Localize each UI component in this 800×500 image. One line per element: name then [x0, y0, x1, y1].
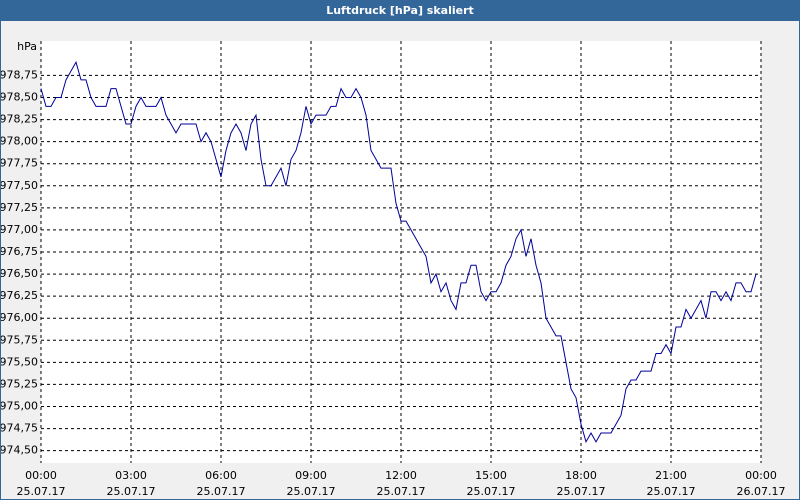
- x-tick-label: 21:00: [655, 469, 687, 482]
- y-tick-label: 978,25: [1, 113, 38, 126]
- y-tick-label: 978,00: [1, 135, 38, 148]
- x-tick-date: 25.07.17: [467, 485, 516, 498]
- chart-title: Luftdruck [hPa] skaliert: [1, 1, 799, 21]
- x-tick-date: 25.07.17: [107, 485, 156, 498]
- y-tick-label: 978,75: [1, 68, 38, 81]
- y-tick-label: 976,50: [1, 267, 38, 280]
- y-tick-label: 975,50: [1, 355, 38, 368]
- y-tick-label: 977,50: [1, 179, 38, 192]
- x-tick-label: 18:00: [565, 469, 597, 482]
- y-tick-label: 974,50: [1, 444, 38, 457]
- x-tick-label: 12:00: [385, 469, 417, 482]
- x-tick-date: 25.07.17: [17, 485, 66, 498]
- x-tick-date: 25.07.17: [647, 485, 696, 498]
- y-tick-label: 977,25: [1, 201, 38, 214]
- y-tick-label: 975,25: [1, 377, 38, 390]
- x-tick-date: 26.07.17: [737, 485, 786, 498]
- x-tick-label: 00:00: [25, 469, 57, 482]
- y-axis-label: hPa: [17, 40, 37, 53]
- x-tick-date: 25.07.17: [197, 485, 246, 498]
- y-tick-label: 974,75: [1, 422, 38, 435]
- x-tick-label: 03:00: [115, 469, 147, 482]
- y-tick-label: 975,75: [1, 333, 38, 346]
- x-tick-date: 25.07.17: [287, 485, 336, 498]
- y-tick-label: 975,00: [1, 399, 38, 412]
- x-tick-date: 25.07.17: [377, 485, 426, 498]
- y-tick-label: 977,75: [1, 157, 38, 170]
- y-tick-label: 978,50: [1, 91, 38, 104]
- x-tick-label: 15:00: [475, 469, 507, 482]
- y-tick-label: 976,75: [1, 245, 38, 258]
- y-tick-label: 976,00: [1, 311, 38, 324]
- x-tick-label: 06:00: [205, 469, 237, 482]
- data-line: [40, 60, 757, 444]
- x-tick-date: 25.07.17: [557, 485, 606, 498]
- x-tick-label: 09:00: [295, 469, 327, 482]
- x-tick-label: 00:00: [745, 469, 777, 482]
- y-tick-label: 977,00: [1, 223, 38, 236]
- y-tick-label: 976,25: [1, 289, 38, 302]
